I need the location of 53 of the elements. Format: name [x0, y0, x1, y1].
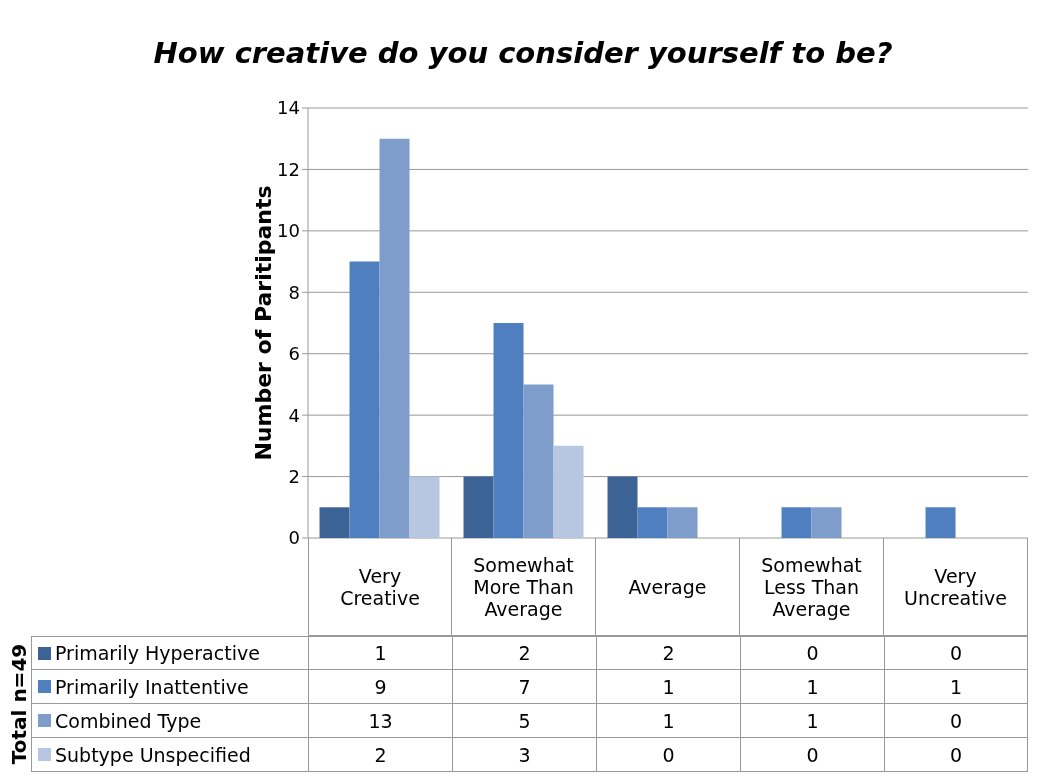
data-label: 0	[740, 738, 884, 772]
bar	[379, 138, 410, 538]
data-label: 0	[740, 636, 884, 670]
legend-label: Combined Type	[55, 709, 202, 732]
y-tick-label: 6	[288, 343, 300, 365]
chart-title: How creative do you consider yourself to be?	[152, 35, 894, 72]
bar	[349, 261, 380, 538]
bar	[409, 476, 440, 538]
data-label: 0	[596, 738, 740, 772]
data-label: 1	[740, 704, 884, 738]
bar	[637, 507, 668, 538]
y-axis-title: Number of Paritipants	[250, 185, 276, 461]
bar	[781, 507, 812, 538]
text: Total n=49	[7, 643, 32, 765]
data-label: 7	[452, 670, 596, 704]
legend-label: Subtype Unspecified	[55, 743, 251, 766]
y-tick-label: 10	[277, 220, 300, 242]
data-label: 1	[596, 704, 740, 738]
bar	[607, 476, 638, 538]
bar	[319, 507, 350, 538]
data-label: 2	[452, 636, 596, 670]
data-label: 1	[596, 670, 740, 704]
data-label: 3	[452, 738, 596, 772]
data-label: 2	[596, 636, 740, 670]
data-label: 5	[452, 704, 596, 738]
data-label: 13	[308, 704, 452, 738]
data-label: 1	[884, 670, 1028, 704]
legend-label: Primarily Inattentive	[55, 675, 249, 698]
bar	[553, 445, 584, 538]
bar	[493, 323, 524, 538]
bar	[925, 507, 956, 538]
y-tick-label: 4	[288, 404, 300, 426]
legend-label: Primarily Hyperactive	[55, 642, 260, 664]
data-label: 1	[308, 636, 452, 670]
data-label: 9	[308, 670, 452, 704]
bar	[811, 507, 842, 538]
bar	[667, 507, 698, 538]
y-tick-label: 12	[277, 158, 300, 180]
x-tick-label: Somewhat Less Than Average	[740, 538, 884, 636]
x-tick-label: Very Uncreative	[884, 538, 1028, 636]
y-tick-label: 8	[288, 281, 300, 303]
data-label: 0	[884, 704, 1028, 738]
x-tick-label: Somewhat More Than Average	[452, 538, 596, 636]
bar	[463, 476, 494, 538]
y-tick-label: 14	[277, 97, 300, 119]
x-tick-label: Very Creative	[308, 538, 452, 636]
y-tick-label: 2	[288, 465, 300, 487]
data-label: 0	[884, 636, 1028, 670]
data-label: 1	[740, 670, 884, 704]
data-label: 0	[884, 738, 1028, 772]
y-tick-label: 0	[288, 527, 300, 549]
bar	[523, 384, 554, 538]
x-tick-label: Average	[596, 538, 740, 636]
